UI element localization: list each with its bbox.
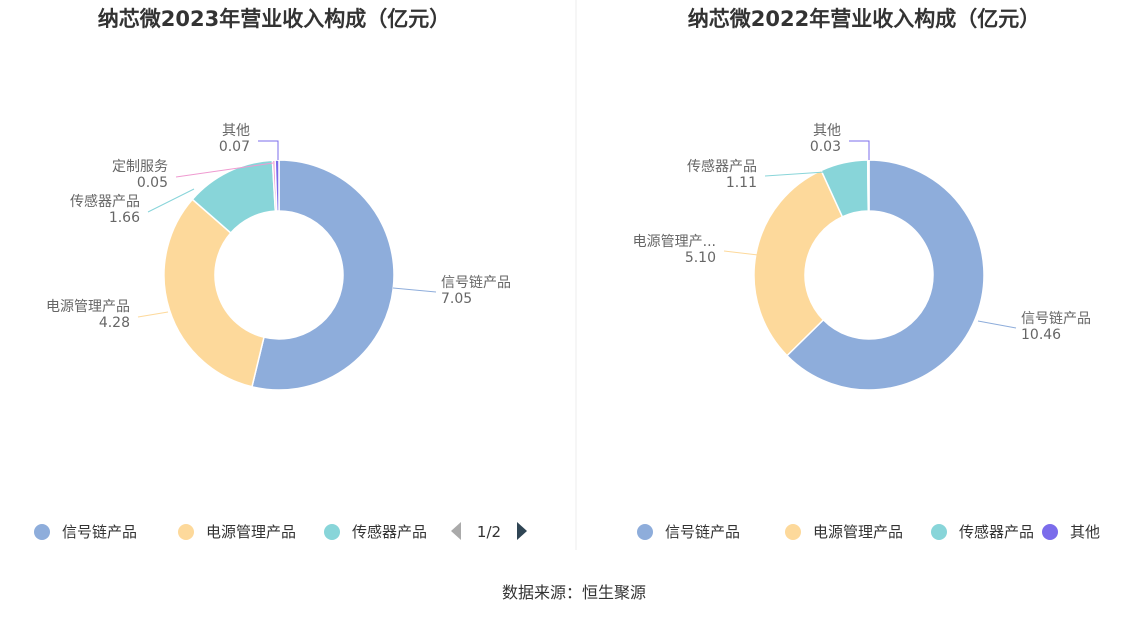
slice-category-label: 定制服务 bbox=[112, 159, 168, 175]
slice-category-label: 其他 bbox=[222, 123, 250, 139]
slice-value-label: 0.07 bbox=[219, 139, 250, 155]
legend-item-label[interactable]: 电源管理产品 bbox=[206, 523, 296, 541]
slice-value-label: 1.66 bbox=[109, 210, 140, 226]
slice-value-label: 0.03 bbox=[810, 139, 841, 155]
legend-marker[interactable] bbox=[324, 524, 340, 540]
donut-slice[interactable] bbox=[163, 198, 265, 388]
legend-marker[interactable] bbox=[785, 524, 801, 540]
label-leader-line bbox=[147, 188, 195, 213]
slice-value-label: 10.46 bbox=[1021, 327, 1061, 343]
chart-title-2022: 纳芯微2022年营业收入构成（亿元） bbox=[688, 7, 1040, 31]
donut-slice[interactable] bbox=[753, 169, 844, 357]
legend-item-label[interactable]: 信号链产品 bbox=[665, 523, 740, 541]
legend-pager: 1/2 bbox=[451, 522, 527, 541]
donut-slice[interactable] bbox=[251, 159, 395, 391]
slice-category-label: 信号链产品 bbox=[441, 275, 511, 291]
label-leader-line bbox=[392, 287, 437, 293]
label-leader-line bbox=[977, 320, 1017, 329]
label-leader-line bbox=[764, 171, 826, 177]
donut-slice[interactable] bbox=[274, 159, 280, 212]
slice-value-label: 1.11 bbox=[726, 175, 757, 191]
legend-marker[interactable] bbox=[931, 524, 947, 540]
slice-category-label: 信号链产品 bbox=[1021, 311, 1091, 327]
legend-page-indicator: 1/2 bbox=[477, 523, 501, 541]
label-leader-line bbox=[849, 140, 870, 160]
legend-marker[interactable] bbox=[1042, 524, 1058, 540]
label-leader-line bbox=[175, 162, 274, 178]
slice-category-label: 传感器产品 bbox=[70, 193, 140, 210]
donut-slice[interactable] bbox=[785, 159, 985, 391]
data-source: 数据来源：恒生聚源 bbox=[502, 583, 646, 602]
slice-value-label: 4.28 bbox=[99, 315, 130, 331]
slice-value-label: 5.10 bbox=[685, 250, 716, 266]
legend-marker[interactable] bbox=[34, 524, 50, 540]
slice-value-label: 7.05 bbox=[441, 291, 472, 307]
label-leader-line bbox=[258, 140, 279, 160]
legend-2022: 信号链产品 电源管理产品 传感器产品 其他 bbox=[637, 523, 1100, 541]
slice-category-label: 传感器产品 bbox=[687, 158, 757, 175]
slice-value-label: 0.05 bbox=[137, 175, 168, 191]
legend-item-label[interactable]: 信号链产品 bbox=[62, 523, 137, 541]
label-leader-line bbox=[137, 311, 169, 318]
legend-item-label[interactable]: 传感器产品 bbox=[352, 523, 427, 541]
chart-title-2023: 纳芯微2023年营业收入构成（亿元） bbox=[98, 7, 450, 31]
legend-item-label[interactable]: 电源管理产品 bbox=[813, 523, 903, 541]
slice-category-label: 其他 bbox=[813, 123, 841, 139]
donut-slice[interactable] bbox=[866, 159, 870, 212]
legend-next-page-icon[interactable] bbox=[517, 522, 527, 540]
legend-item-label[interactable]: 传感器产品 bbox=[959, 523, 1034, 541]
slice-category-label: 电源管理产... bbox=[633, 234, 716, 250]
legend-marker[interactable] bbox=[178, 524, 194, 540]
legend-prev-page-icon[interactable] bbox=[451, 522, 461, 540]
legend-marker[interactable] bbox=[637, 524, 653, 540]
legend-2023: 信号链产品 电源管理产品 传感器产品 bbox=[34, 523, 427, 541]
legend-item-label[interactable]: 其他 bbox=[1070, 523, 1100, 541]
label-leader-line bbox=[723, 250, 759, 256]
slice-category-label: 电源管理产品 bbox=[46, 299, 130, 315]
